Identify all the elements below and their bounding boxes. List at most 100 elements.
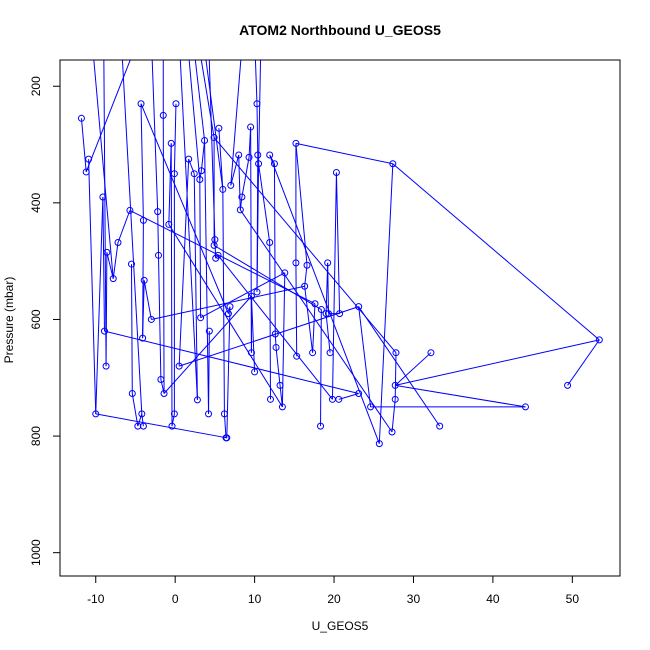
- data-point: [317, 306, 325, 314]
- data-point: [253, 100, 261, 108]
- series-line-segment: [256, 103, 259, 156]
- data-point: [138, 410, 146, 418]
- series-line-segment: [250, 296, 256, 372]
- series-line-segment: [213, 244, 322, 310]
- data-point: [224, 310, 232, 318]
- data-point: [159, 111, 167, 119]
- series-line-segment: [194, 60, 206, 141]
- data-point: [139, 216, 147, 224]
- series-line-segment: [85, 60, 131, 173]
- series-line-segment: [274, 334, 277, 348]
- series-line-segment: [230, 154, 240, 186]
- data-point: [100, 327, 108, 335]
- data-point: [276, 381, 284, 389]
- data-point: [270, 160, 278, 168]
- data-point: [255, 160, 263, 168]
- data-point: [247, 292, 255, 300]
- x-tick-label: 40: [486, 592, 500, 606]
- data-point: [317, 422, 325, 430]
- series-line-segment: [358, 306, 441, 427]
- series-line-segment: [335, 172, 341, 314]
- series-line-segment: [140, 103, 229, 314]
- data-point: [389, 160, 397, 168]
- data-point: [77, 114, 85, 122]
- series-line-segment: [137, 413, 143, 427]
- y-tick-label: 200: [29, 76, 43, 96]
- x-tick-label: -10: [87, 592, 105, 606]
- data-point: [168, 422, 176, 430]
- series-line-segment: [213, 137, 397, 354]
- x-tick-label: 30: [407, 592, 421, 606]
- series-line-segment: [80, 118, 87, 172]
- x-tick-label: 0: [172, 592, 179, 606]
- series-line-segment: [170, 143, 173, 427]
- data-point: [247, 123, 255, 131]
- data-point: [212, 254, 220, 262]
- series-line-segment: [168, 143, 172, 225]
- series-line-segment: [205, 60, 224, 190]
- series-line-segment: [275, 347, 281, 386]
- series-line-segment: [248, 127, 252, 158]
- data-point: [251, 368, 259, 376]
- data-point: [309, 349, 317, 357]
- data-point: [388, 428, 396, 436]
- data-point: [236, 206, 244, 214]
- plot-points: [77, 100, 603, 448]
- data-point: [336, 310, 344, 318]
- series-line-segment: [279, 385, 283, 407]
- data-point: [193, 396, 201, 404]
- data-point: [210, 241, 218, 249]
- data-point: [190, 170, 198, 178]
- x-tick-label: 10: [248, 592, 262, 606]
- data-point: [222, 434, 230, 442]
- series-line-segment: [130, 264, 133, 394]
- plot-frame: [59, 59, 621, 577]
- chart-title: ATOM2 Northbound U_GEOS5: [239, 22, 441, 38]
- data-point: [436, 422, 444, 430]
- series-line-segment: [567, 339, 600, 386]
- y-tick-label: 400: [29, 193, 43, 213]
- data-point: [278, 403, 286, 411]
- series-line-segment: [391, 399, 396, 433]
- data-point: [210, 134, 218, 142]
- series-line-segment: [395, 384, 526, 408]
- data-point: [266, 238, 274, 246]
- data-point: [139, 334, 147, 342]
- series-line-segment: [193, 173, 198, 400]
- series-line-segment: [157, 211, 159, 256]
- series-line-segment: [331, 172, 337, 400]
- data-point: [197, 167, 205, 175]
- data-point: [332, 169, 340, 177]
- data-point: [293, 352, 301, 360]
- series-line-segment: [304, 286, 314, 353]
- data-point: [205, 410, 213, 418]
- series-line-segment: [295, 262, 298, 357]
- series-line-segment: [93, 60, 114, 279]
- data-point: [391, 381, 399, 389]
- data-point: [266, 395, 274, 403]
- data-point: [201, 136, 209, 144]
- data-point: [197, 314, 205, 322]
- data-point: [427, 349, 435, 357]
- data-point: [220, 410, 228, 418]
- data-point: [165, 220, 173, 228]
- series-line-segment: [143, 280, 152, 320]
- data-point: [134, 422, 142, 430]
- data-point: [253, 288, 261, 296]
- series-line-segment: [304, 265, 308, 287]
- series-line-segment: [273, 163, 276, 335]
- series-line-segment: [151, 285, 305, 320]
- data-point: [292, 259, 300, 267]
- data-point: [595, 336, 603, 344]
- y-tick-label: 1000: [29, 539, 43, 566]
- series-line-segment: [142, 220, 144, 339]
- data-point: [311, 300, 319, 308]
- data-point: [185, 155, 193, 163]
- y-axis-label: Pressure (mbar): [2, 277, 16, 364]
- series-line-segment: [179, 60, 198, 400]
- series-line-segment: [217, 255, 333, 400]
- data-point: [271, 330, 279, 338]
- data-point: [109, 275, 117, 283]
- series-line-segment: [140, 103, 144, 221]
